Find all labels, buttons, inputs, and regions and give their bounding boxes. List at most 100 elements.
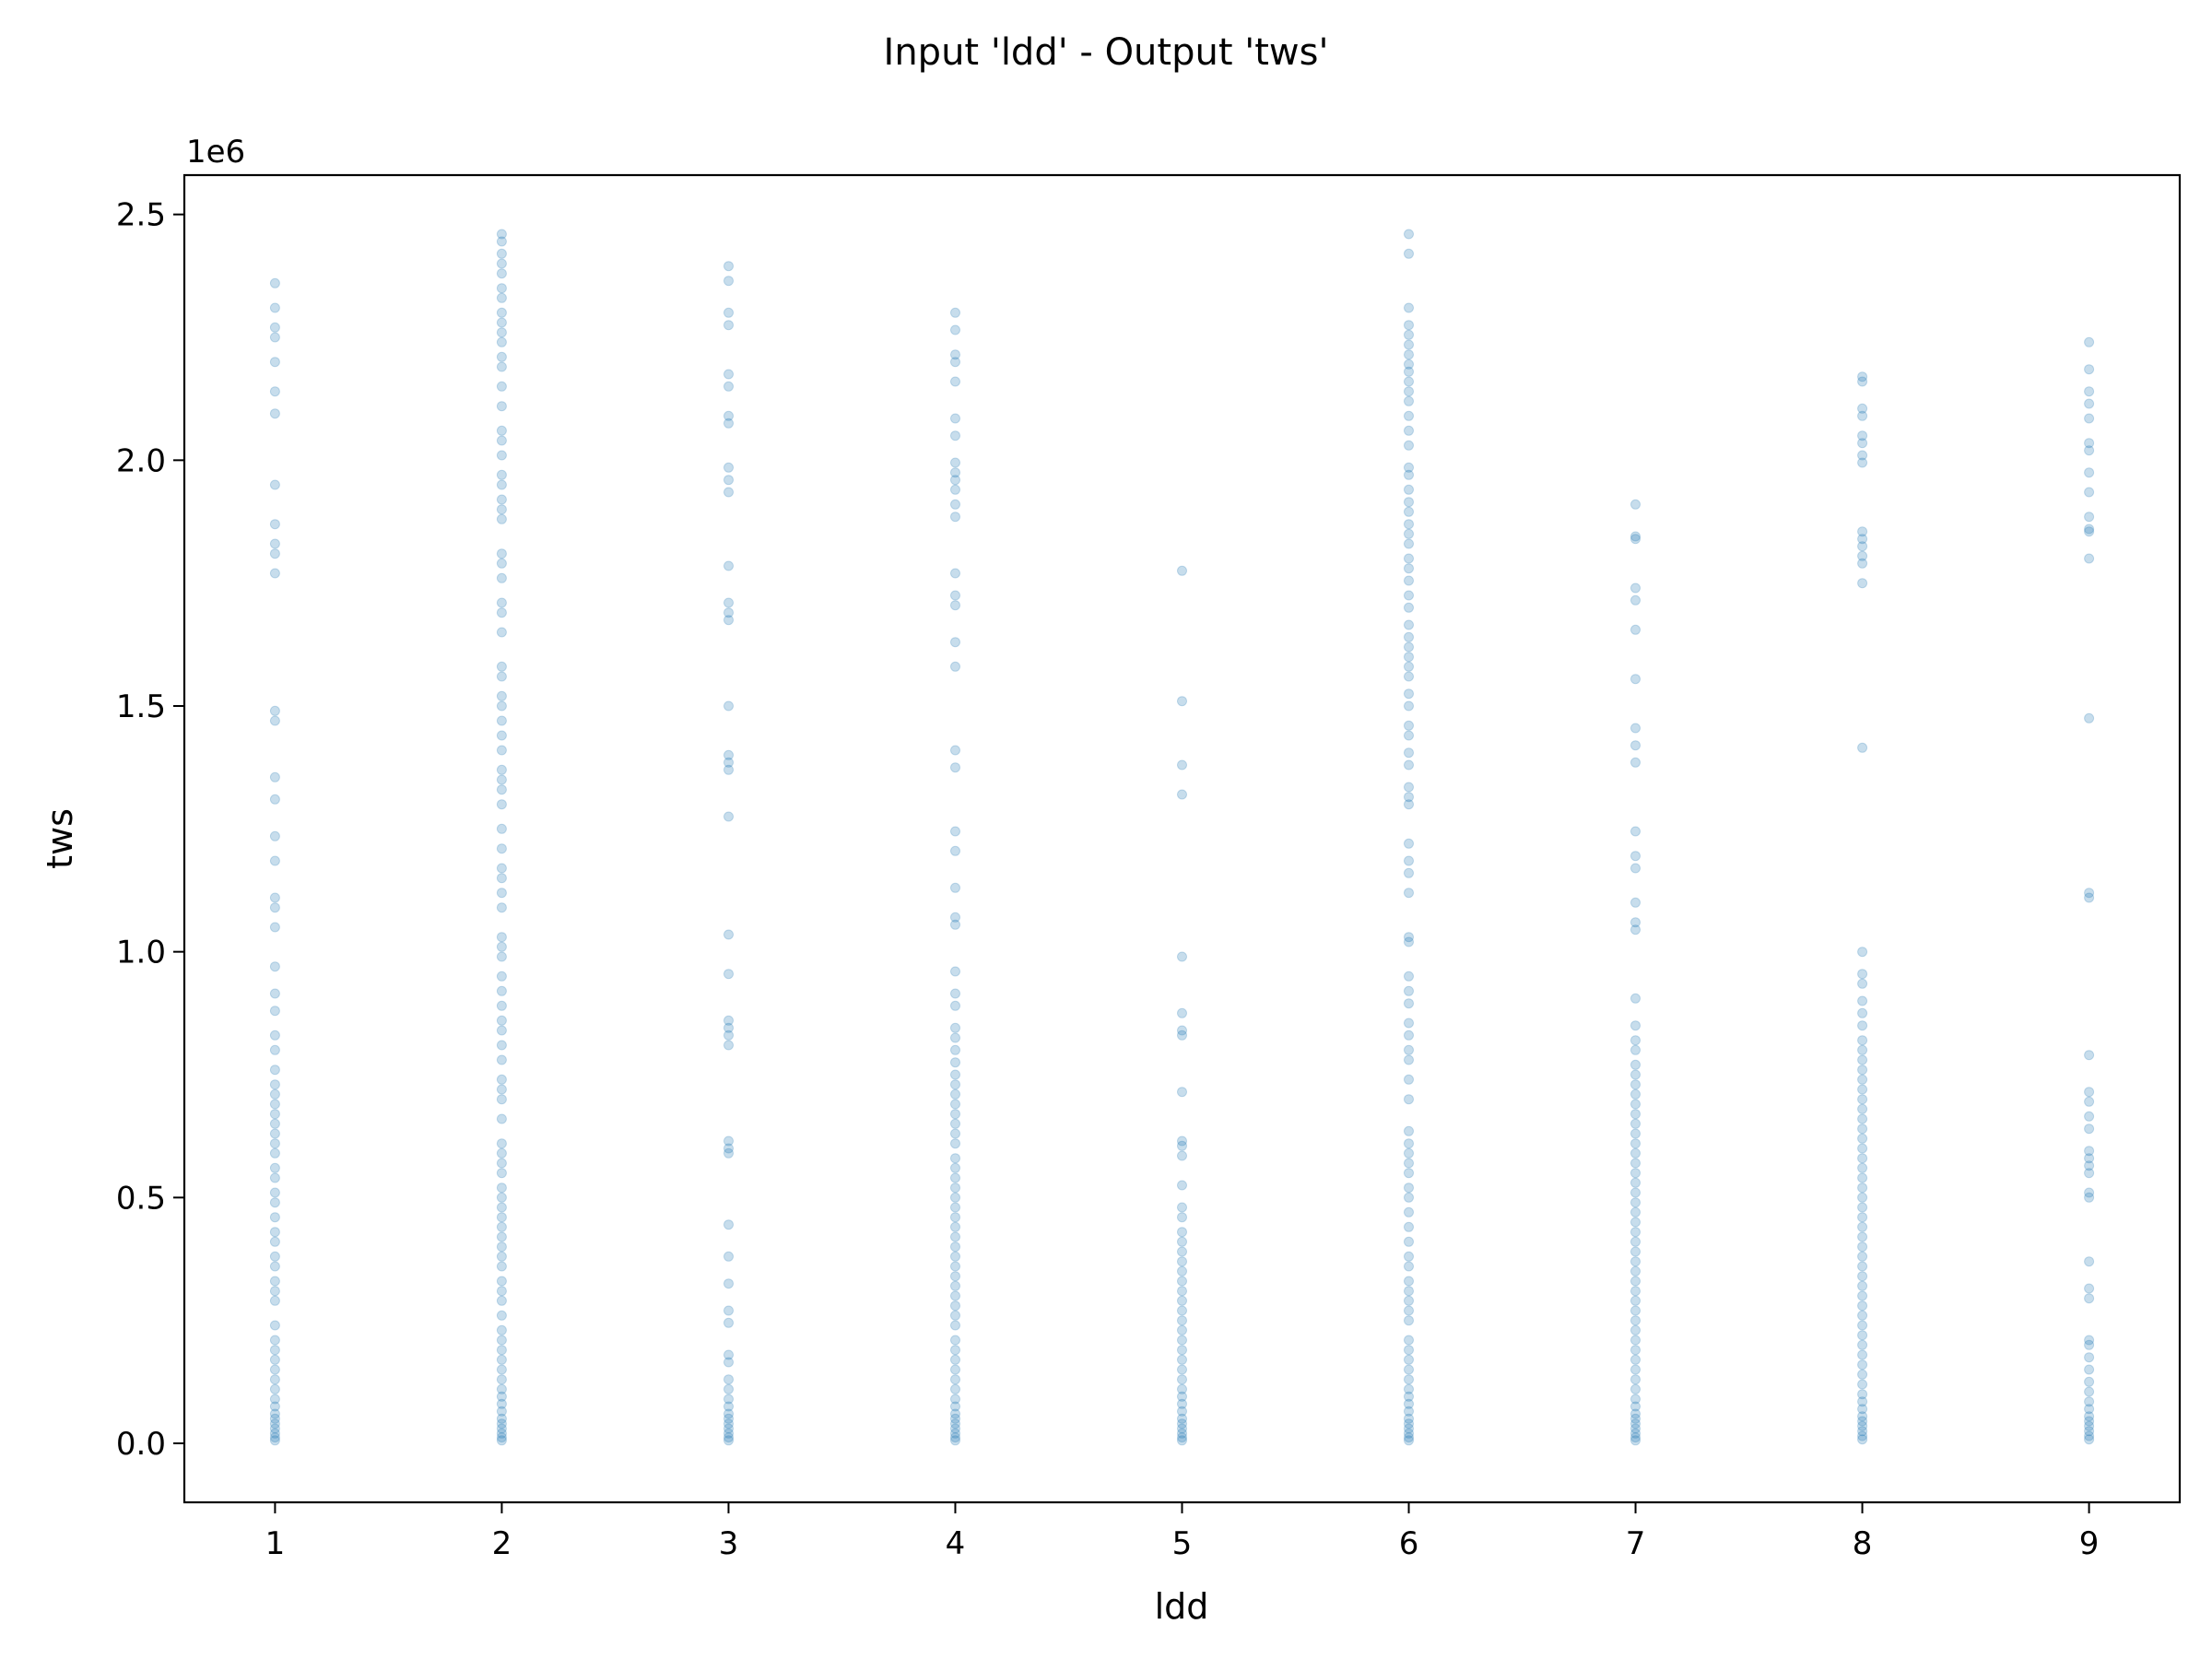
y-tick-label: 2.5 [116, 197, 166, 234]
data-point-x6-0 [1404, 229, 1414, 240]
data-point-x5-30 [1177, 1374, 1187, 1385]
y-tick-label: 0.5 [116, 1180, 166, 1217]
data-point-x4-56 [950, 1310, 960, 1321]
data-point-x1-33 [269, 1138, 280, 1149]
data-point-x2-72 [496, 1261, 507, 1272]
data-point-x9-11 [2084, 526, 2095, 537]
data-point-x3-46 [724, 1435, 734, 1446]
data-point-x7-57 [1630, 1413, 1641, 1424]
data-point-x5-5 [1177, 1007, 1187, 1018]
data-point-x4-3 [950, 357, 960, 368]
data-point-x2-60 [496, 1138, 507, 1149]
data-point-x1-61 [269, 1432, 280, 1443]
data-point-x6-11 [1404, 395, 1414, 406]
data-point-x3-14 [724, 615, 734, 626]
data-point-x7-35 [1630, 1206, 1641, 1218]
data-point-x7-58 [1630, 1418, 1641, 1430]
data-point-x1-2 [269, 322, 280, 333]
data-point-x4-13 [950, 568, 960, 579]
data-point-x2-42 [496, 863, 507, 874]
data-point-x7-1 [1630, 531, 1641, 542]
data-point-x2-0 [496, 229, 507, 240]
data-point-x4-16 [950, 637, 960, 648]
data-point-x5-4 [1177, 951, 1187, 962]
data-point-x4-33 [950, 1079, 960, 1090]
data-point-x1-20 [269, 922, 280, 933]
data-point-x1-49 [269, 1345, 280, 1356]
data-point-x6-34 [1404, 688, 1414, 700]
y-tick-label: 2.0 [116, 442, 166, 479]
data-point-x5-39 [1177, 1432, 1187, 1443]
data-point-x8-37 [1857, 1192, 1868, 1203]
data-point-x3-42 [724, 1418, 734, 1430]
data-point-x6-71 [1404, 1286, 1414, 1297]
data-point-x3-16 [724, 749, 734, 760]
data-point-x6-29 [1404, 631, 1414, 642]
data-point-x9-25 [2084, 1187, 2095, 1198]
data-point-x9-3 [2084, 398, 2095, 409]
data-point-x6-22 [1404, 538, 1414, 549]
data-point-x1-53 [269, 1383, 280, 1394]
data-point-x6-82 [1404, 1398, 1414, 1409]
data-point-x2-31 [496, 690, 507, 701]
data-point-x8-48 [1857, 1300, 1868, 1312]
data-point-x8-2 [1857, 403, 1868, 414]
data-point-x4-36 [950, 1109, 960, 1120]
data-point-x1-32 [269, 1128, 280, 1139]
data-point-x9-29 [2084, 1293, 2095, 1304]
data-point-x4-55 [950, 1300, 960, 1312]
data-point-x2-58 [496, 1094, 507, 1105]
data-point-x1-46 [269, 1295, 280, 1306]
data-point-x6-10 [1404, 386, 1414, 397]
data-point-x6-85 [1404, 1418, 1414, 1430]
data-point-x2-63 [496, 1168, 507, 1179]
data-point-x2-12 [496, 361, 507, 372]
chart-title: Input 'ldd' - Output 'tws' [884, 31, 1329, 74]
data-point-x4-63 [950, 1383, 960, 1394]
data-point-x4-6 [950, 430, 960, 441]
data-point-x4-19 [950, 762, 960, 773]
data-point-x9-6 [2084, 445, 2095, 456]
data-point-x1-19 [269, 902, 280, 913]
y-tick-label: 1.0 [116, 935, 166, 971]
data-point-x5-13 [1177, 1202, 1187, 1213]
data-point-x8-25 [1857, 1074, 1868, 1085]
data-point-x5-22 [1177, 1295, 1187, 1306]
data-point-x9-43 [2084, 1434, 2095, 1445]
data-point-x2-49 [496, 971, 507, 982]
data-point-x4-59 [950, 1345, 960, 1356]
data-point-x8-14 [1857, 742, 1868, 753]
data-point-x8-13 [1857, 578, 1868, 589]
data-point-x9-33 [2084, 1364, 2095, 1375]
data-point-x7-30 [1630, 1158, 1641, 1169]
data-point-x1-9 [269, 538, 280, 549]
data-point-x2-57 [496, 1084, 507, 1095]
data-point-x6-25 [1404, 575, 1414, 586]
data-point-x1-23 [269, 1006, 280, 1017]
data-point-x5-33 [1177, 1398, 1187, 1409]
data-point-x4-65 [950, 1401, 960, 1412]
data-point-x3-2 [724, 307, 734, 318]
data-point-x2-81 [496, 1364, 507, 1375]
data-point-x6-57 [1404, 1094, 1414, 1105]
data-point-x7-38 [1630, 1236, 1641, 1247]
data-point-x2-92 [496, 1435, 507, 1446]
data-point-x3-9 [724, 475, 734, 486]
data-point-x6-50 [1404, 985, 1414, 996]
data-point-x2-6 [496, 292, 507, 303]
data-point-x6-28 [1404, 619, 1414, 630]
data-point-x2-8 [496, 317, 507, 328]
data-point-x3-31 [724, 1278, 734, 1289]
data-point-x2-33 [496, 715, 507, 726]
data-point-x8-20 [1857, 1020, 1868, 1031]
data-point-x8-50 [1857, 1320, 1868, 1331]
data-point-x2-14 [496, 401, 507, 412]
data-point-x5-26 [1177, 1335, 1187, 1346]
data-point-x6-42 [1404, 799, 1414, 810]
data-point-x1-40 [269, 1227, 280, 1238]
data-point-x4-46 [950, 1212, 960, 1223]
data-point-x1-42 [269, 1251, 280, 1262]
data-point-x7-39 [1630, 1246, 1641, 1257]
data-point-x2-18 [496, 469, 507, 480]
data-point-x8-10 [1857, 541, 1868, 552]
